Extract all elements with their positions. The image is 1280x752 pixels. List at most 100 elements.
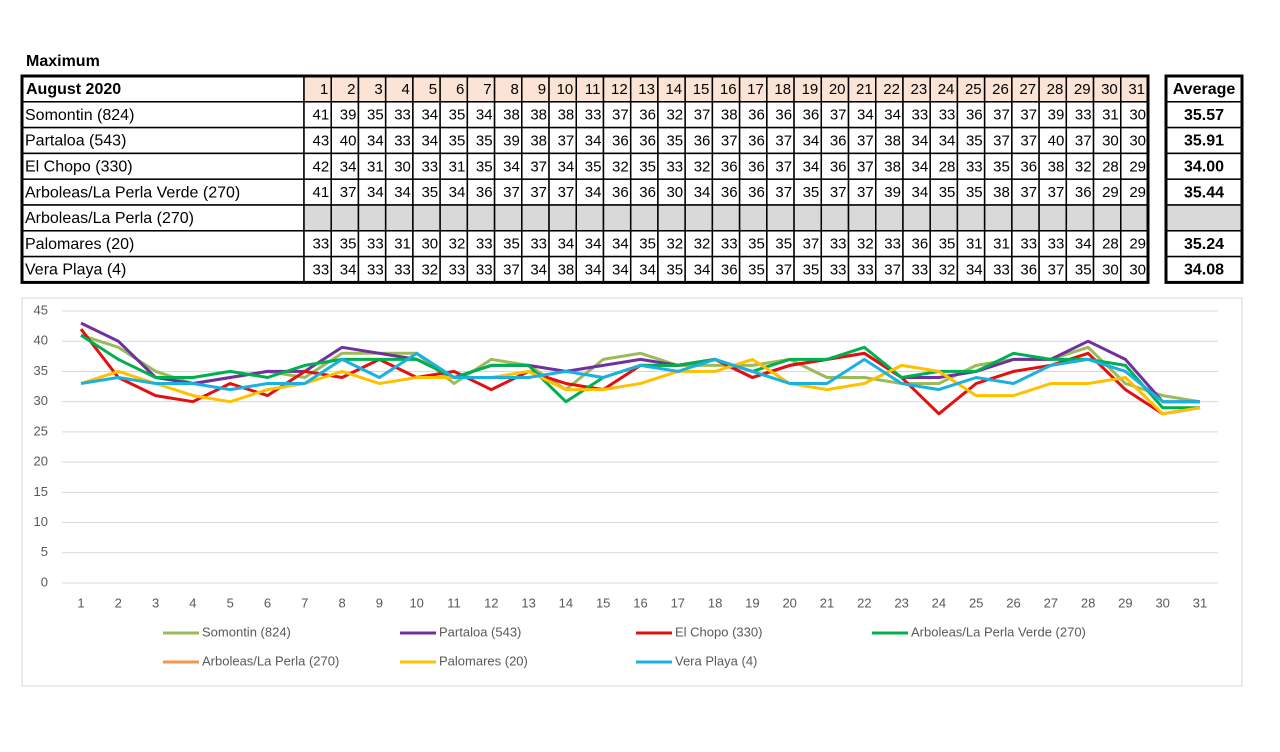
value: 38: [721, 107, 738, 124]
day-header: 27: [1019, 81, 1036, 98]
day-header: 20: [829, 81, 846, 98]
y-tick-label: 5: [41, 544, 48, 559]
value-cell: [820, 255, 850, 284]
value-cell: [439, 204, 469, 232]
value: 30: [1129, 132, 1146, 149]
value-cell: [902, 230, 931, 258]
x-tick-label: 9: [376, 595, 383, 610]
value: 41: [313, 107, 330, 124]
value: 34: [585, 261, 602, 278]
value-cell: [1120, 152, 1149, 180]
value: 35: [993, 158, 1010, 175]
value: 36: [775, 107, 792, 124]
value: 36: [612, 132, 629, 149]
x-tick-label: 25: [969, 595, 983, 610]
value: 33: [394, 132, 411, 149]
value: 33: [830, 236, 847, 253]
value-cell: [384, 126, 414, 155]
day-header: 8: [510, 81, 518, 98]
value: 32: [421, 261, 438, 278]
value-cell: [1038, 126, 1068, 155]
value-cell: [738, 204, 768, 232]
row-label: El Chopo (330): [25, 159, 133, 176]
value: 34: [1075, 236, 1092, 253]
value-cell: [847, 126, 877, 155]
x-tick-label: 6: [264, 595, 271, 610]
value: 32: [857, 236, 874, 253]
x-tick-label: 3: [152, 595, 159, 610]
value: 36: [748, 132, 765, 149]
value: 32: [666, 236, 683, 253]
value: 30: [394, 158, 411, 175]
value-cell: [983, 204, 1013, 232]
value: 31: [449, 158, 466, 175]
value-cell: [330, 204, 360, 232]
row-label: Arboleas/La Perla (270): [25, 210, 194, 227]
value-cell: [684, 152, 714, 180]
value-cell: [493, 204, 523, 232]
value-cell: [793, 152, 823, 180]
value: 36: [721, 158, 738, 175]
day-header: 14: [665, 81, 682, 98]
day-header: 22: [883, 81, 900, 98]
value: 33: [1048, 236, 1065, 253]
value: 36: [803, 107, 820, 124]
day-header: 13: [638, 81, 655, 98]
value: 39: [340, 107, 357, 124]
value: 31: [993, 236, 1010, 253]
value-cell: [439, 255, 469, 284]
value: 33: [394, 107, 411, 124]
value-cell: [493, 178, 523, 206]
value-cell: [602, 204, 632, 232]
value: 33: [939, 107, 956, 124]
value: 35: [449, 107, 466, 124]
value: 37: [775, 184, 792, 201]
value: 35: [476, 158, 493, 175]
value-cell: [902, 204, 931, 232]
row-label: Palomares (20): [25, 236, 134, 253]
value: 37: [1048, 261, 1065, 278]
value-cell: [548, 255, 578, 284]
value: 36: [639, 184, 656, 201]
value: 30: [666, 184, 683, 201]
legend-label: Somontin (824): [202, 624, 291, 639]
value: 34: [694, 261, 711, 278]
value: 37: [993, 107, 1010, 124]
value: 34: [585, 236, 602, 253]
value: 33: [313, 261, 330, 278]
value: 33: [367, 261, 384, 278]
value: 32: [449, 236, 466, 253]
value: 35: [1075, 261, 1092, 278]
average-cell: [1165, 204, 1243, 232]
value-cell: [657, 204, 686, 232]
value: 36: [721, 261, 738, 278]
value-cell: [629, 204, 659, 232]
value: 34: [421, 132, 438, 149]
value: 33: [394, 261, 411, 278]
row-label-cell: [21, 126, 305, 155]
day-header-cell: [493, 75, 523, 103]
day-header: 18: [774, 81, 791, 98]
value-cell: [1092, 152, 1122, 180]
average: 35.44: [1184, 184, 1224, 201]
value: 37: [1020, 107, 1037, 124]
value: 35: [421, 184, 438, 201]
value: 36: [476, 184, 493, 201]
value-cell: [439, 126, 469, 155]
value: 36: [748, 158, 765, 175]
value-cell: [1065, 204, 1095, 232]
value: 34: [912, 184, 929, 201]
value: 38: [558, 261, 575, 278]
x-tick-label: 2: [115, 595, 122, 610]
value-cell: [684, 204, 714, 232]
value: 33: [884, 236, 901, 253]
value: 33: [476, 261, 493, 278]
value: 37: [721, 132, 738, 149]
value-cell: [1120, 255, 1149, 284]
value: 33: [585, 107, 602, 124]
value-cell: [738, 255, 768, 284]
value-cell: [657, 126, 686, 155]
value: 37: [775, 158, 792, 175]
x-tick-label: 23: [894, 595, 908, 610]
value: 35: [966, 132, 983, 149]
